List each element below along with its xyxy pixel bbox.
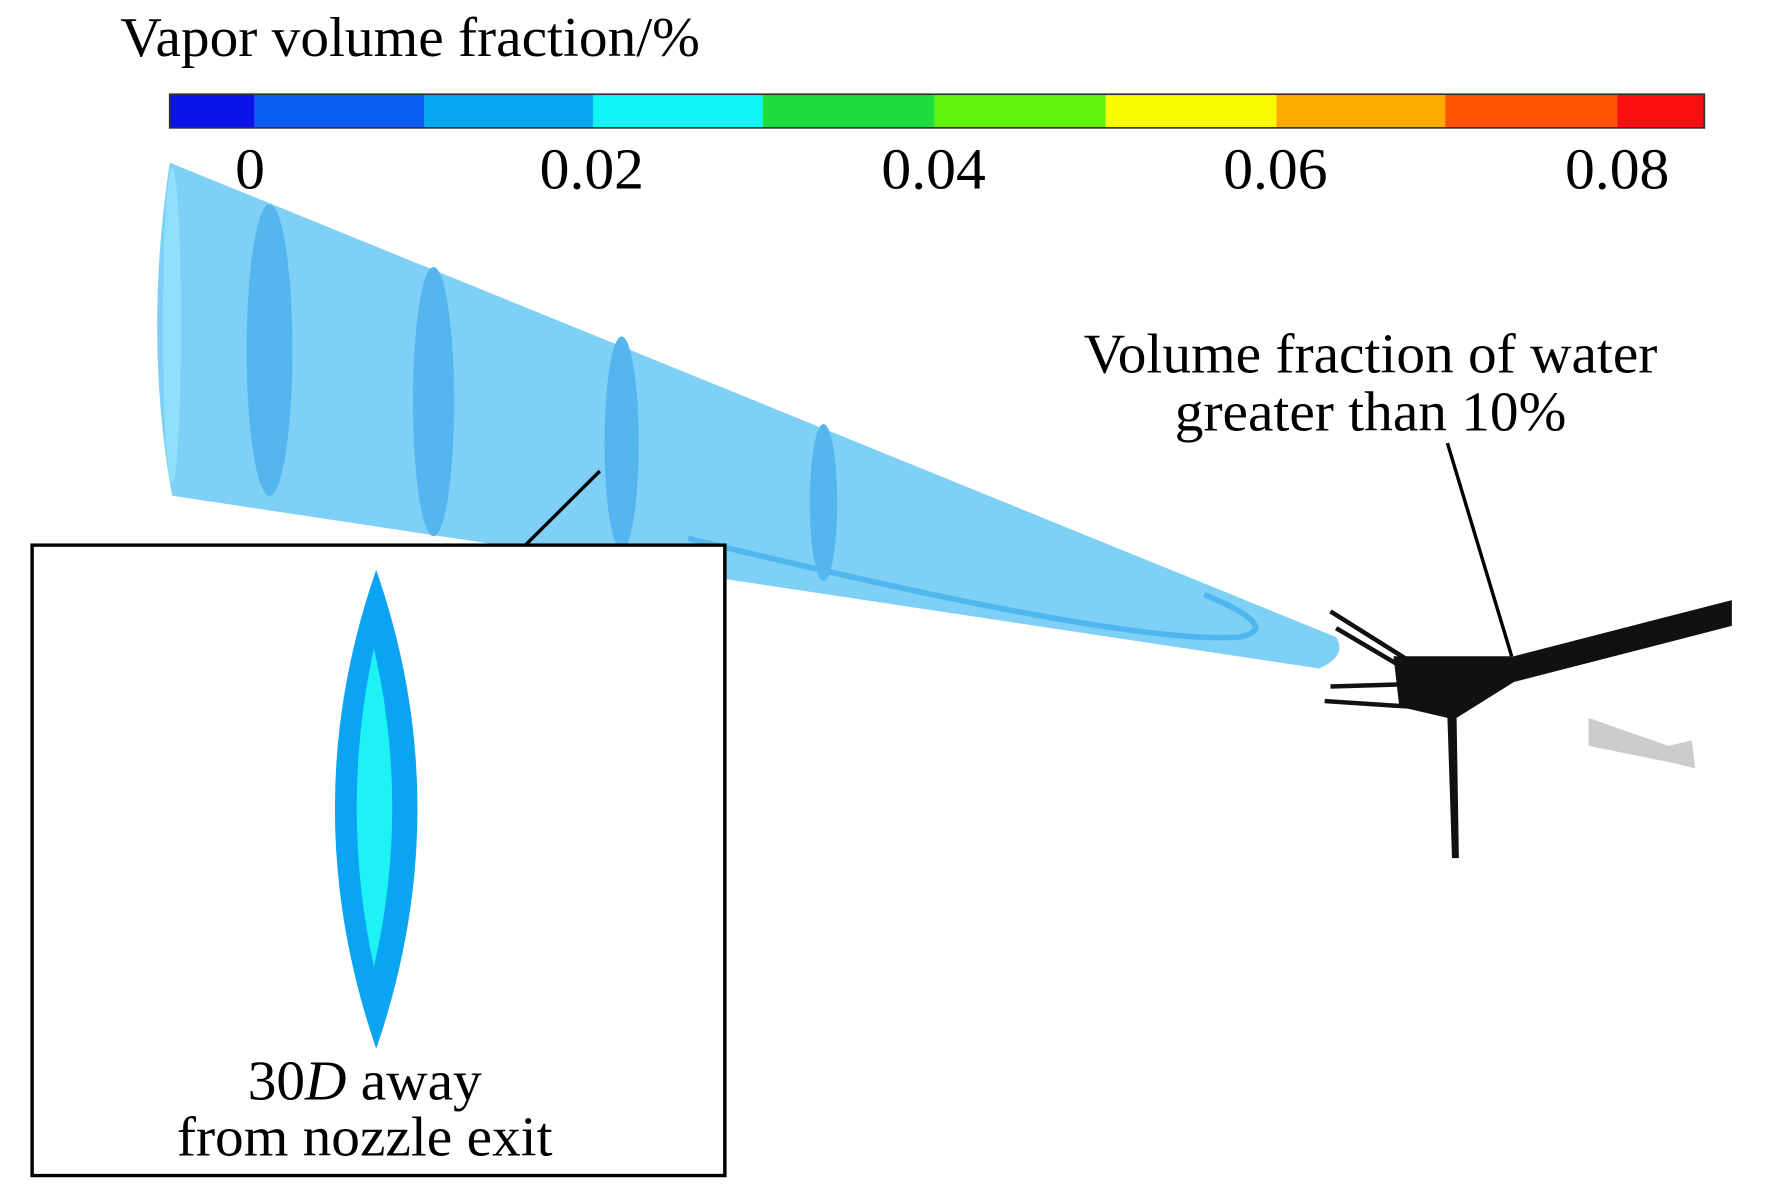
colorbar-frame xyxy=(168,93,1706,129)
jet-body xyxy=(1393,600,1732,859)
vapor-plume xyxy=(157,162,1340,669)
colorbar-segment xyxy=(762,94,935,128)
nozzle xyxy=(1588,717,1696,769)
colorbar-segment xyxy=(592,94,763,128)
jet-streaks xyxy=(1324,609,1412,709)
inset-leader xyxy=(524,469,602,547)
colorbar-segment xyxy=(1276,94,1446,128)
slice xyxy=(809,424,838,582)
colorbar-tick-label: 0.02 xyxy=(540,136,644,201)
annotation-leader xyxy=(1445,442,1514,657)
annotation: Volume fraction of water xyxy=(1084,323,1658,385)
colorbar-segment xyxy=(254,94,425,128)
colorbar-segment xyxy=(1105,94,1277,128)
colorbar-tick-label: 0.04 xyxy=(881,136,985,201)
colorbar-tick-label: 0.06 xyxy=(1223,136,1327,201)
annotation: greater than 10% xyxy=(1175,381,1567,443)
slice xyxy=(162,168,182,483)
colorbar-title: Vapor volume fraction/% xyxy=(120,7,699,69)
slice xyxy=(412,266,455,537)
plume-edge xyxy=(687,535,1259,641)
slice xyxy=(604,336,639,550)
colorbar-segment xyxy=(424,94,593,128)
inset-caption: 30D away xyxy=(248,1050,483,1112)
colorbar-tick-label: 0 xyxy=(235,136,265,201)
inset-caption: from nozzle exit xyxy=(177,1106,553,1168)
colorbar-segment xyxy=(934,94,1106,128)
water-jet xyxy=(1324,600,1732,859)
colorbar-segment xyxy=(1617,94,1705,128)
colorbar xyxy=(168,93,1706,129)
inset-core xyxy=(356,648,393,967)
colorbar-segment xyxy=(169,94,255,128)
colorbar-segment xyxy=(1445,94,1618,128)
colorbar-tick-label: 0.08 xyxy=(1565,136,1669,201)
plume-body xyxy=(157,162,1340,669)
slice xyxy=(246,204,293,496)
